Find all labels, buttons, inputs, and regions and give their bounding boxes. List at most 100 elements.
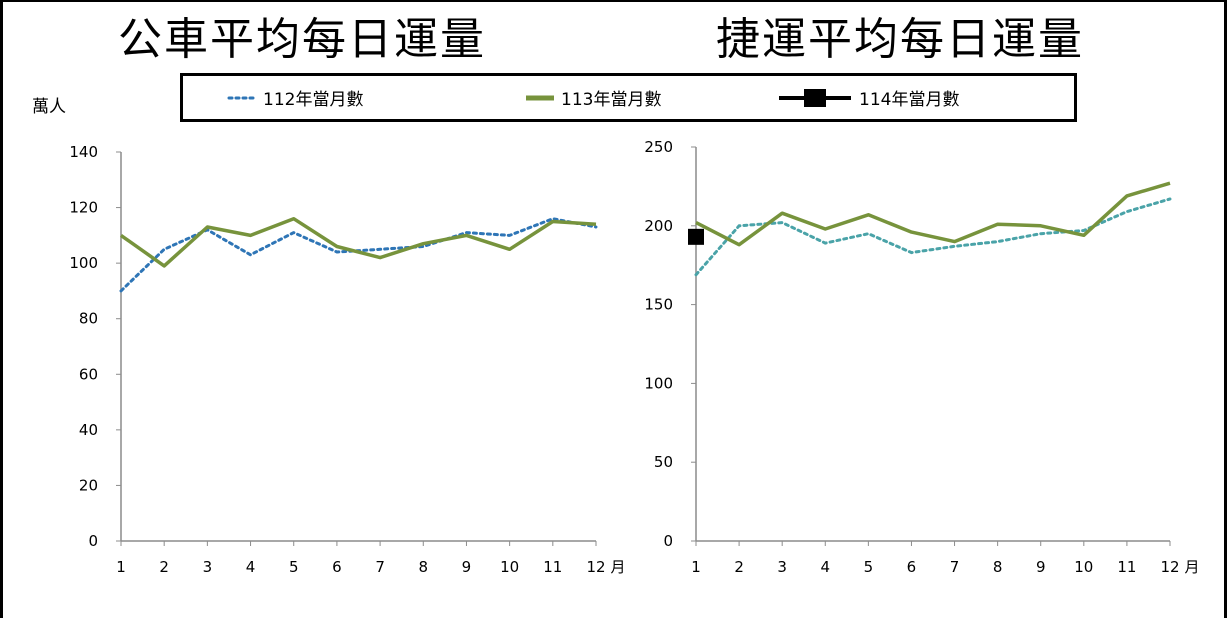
series-113-point: [421, 242, 425, 246]
legend-item-113: 113年當月數: [525, 76, 661, 119]
y-tick-label: 150: [644, 296, 673, 314]
series-113-point: [594, 222, 598, 226]
legend-label-112: 112年當月數: [263, 90, 364, 110]
bus-chart-title: 公車平均每日運量: [118, 14, 486, 65]
x-tick-label: 5: [289, 558, 299, 576]
legend: 112年當月數 113年當月數 114年當月數: [180, 73, 1077, 122]
series-112-point: [823, 241, 827, 245]
series-113-point: [823, 227, 827, 231]
series-113-point: [508, 247, 512, 251]
x-tick-label: 7: [950, 558, 960, 576]
x-tick-label: 11: [1117, 558, 1136, 576]
x-tick-label: 8: [993, 558, 1003, 576]
series-114-point: [688, 228, 704, 245]
y-tick-label: 100: [644, 374, 673, 392]
y-tick-label: 0: [88, 532, 98, 550]
x-tick-label: 12: [586, 558, 605, 576]
series-112-point: [694, 273, 698, 277]
series-112-point: [378, 247, 382, 251]
x-tick-label: 3: [777, 558, 787, 576]
legend-label-113: 113年當月數: [561, 90, 662, 110]
x-tick-label: 9: [1036, 558, 1046, 576]
x-tick-label: 7: [375, 558, 385, 576]
legend-swatch-114: [779, 88, 851, 107]
y-tick-label: 140: [69, 143, 98, 161]
series-112-point: [119, 289, 123, 293]
x-axis-unit-label: 月: [610, 558, 625, 576]
x-tick-label: 2: [159, 558, 169, 576]
mrt-chart-title: 捷運平均每日運量: [716, 14, 1084, 65]
series-113-line: [119, 216, 597, 268]
series-112-point: [335, 250, 339, 254]
x-tick-label: 12: [1160, 558, 1179, 576]
y-tick-label: 100: [69, 254, 98, 272]
y-tick-label: 0: [663, 532, 673, 550]
series-113-point: [551, 219, 555, 223]
series-112-point: [1125, 210, 1129, 214]
series-113-point: [249, 233, 253, 237]
legend-item-112: 112年當月數: [227, 76, 363, 119]
x-tick-label: 6: [907, 558, 917, 576]
series-112-line: [119, 217, 598, 293]
series-113-point: [1125, 194, 1129, 198]
series-113-point: [119, 233, 123, 237]
series-112-point: [953, 244, 957, 248]
series-112-point: [508, 233, 512, 237]
series-113-point: [1082, 233, 1086, 237]
x-tick-label: 1: [691, 558, 701, 576]
series-112-point: [1039, 232, 1043, 236]
x-tick-label: 11: [543, 558, 562, 576]
series-113-point: [335, 244, 339, 248]
x-tick-label: 9: [462, 558, 472, 576]
series-113-line: [695, 181, 1171, 247]
y-tick-label: 50: [654, 453, 673, 471]
series-113-point: [162, 264, 166, 268]
series-113-point: [292, 217, 296, 221]
series-112-point: [996, 240, 1000, 244]
x-tick-label: 3: [203, 558, 213, 576]
series-113-point: [996, 222, 1000, 226]
x-tick-label: 4: [820, 558, 830, 576]
y-tick-label: 200: [644, 217, 673, 235]
x-tick-label: 10: [1074, 558, 1093, 576]
x-axis-unit-label: 月: [1184, 558, 1199, 576]
legend-item-114: 114年當月數: [777, 76, 959, 119]
x-tick-label: 5: [864, 558, 874, 576]
series-113-point: [1039, 224, 1043, 228]
series-112-point: [737, 224, 741, 228]
y-tick-label: 120: [69, 199, 98, 217]
series-112-point: [249, 253, 253, 257]
series-112-point: [162, 247, 166, 251]
legend-swatch-112: [227, 96, 257, 99]
series-112-point: [780, 221, 784, 225]
y-tick-label: 20: [79, 476, 98, 494]
y-tick-label: 80: [79, 310, 98, 328]
series-113-point: [205, 225, 209, 229]
series-113-point: [1168, 181, 1172, 185]
x-tick-label: 8: [418, 558, 428, 576]
series-113-point: [378, 256, 382, 260]
y-axis-unit-label: 萬人: [32, 97, 66, 117]
series-113-point: [780, 211, 784, 215]
y-tick-label: 250: [644, 138, 673, 156]
y-tick-label: 60: [79, 365, 98, 383]
x-tick-label: 1: [116, 558, 126, 576]
x-tick-label: 6: [332, 558, 342, 576]
x-tick-label: 4: [246, 558, 256, 576]
series-112-point: [866, 232, 870, 236]
series-113-point: [737, 243, 741, 247]
legend-label-114: 114年當月數: [859, 90, 960, 110]
series-113-point: [694, 221, 698, 225]
series-113-point: [953, 240, 957, 244]
series-113-point: [464, 233, 468, 237]
series-112-point: [909, 251, 913, 255]
series-113-point: [866, 213, 870, 217]
legend-swatch-113: [526, 95, 554, 100]
series-112-point: [1168, 197, 1172, 201]
series-113-point: [909, 230, 913, 234]
x-tick-label: 2: [734, 558, 744, 576]
